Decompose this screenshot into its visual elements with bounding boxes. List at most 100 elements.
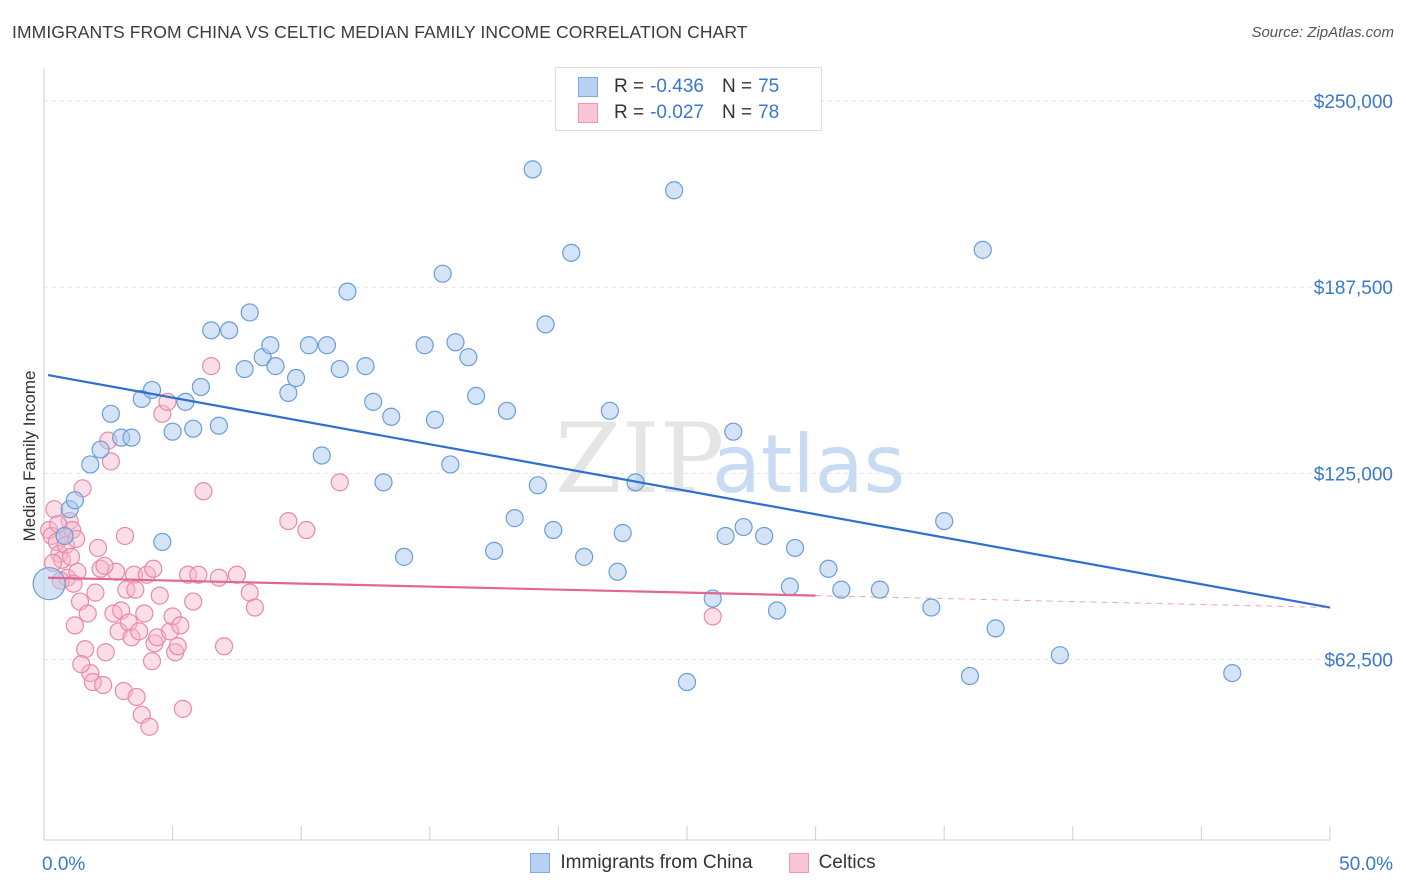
china-point — [266, 357, 285, 376]
china-point — [425, 410, 445, 429]
celtics-point — [144, 559, 163, 578]
china-point — [832, 580, 851, 599]
celtics-point — [115, 526, 135, 546]
watermark-atlas: atlas — [712, 418, 905, 511]
chart-title: IMMIGRANTS FROM CHINA VS CELTIC MEDIAN F… — [12, 22, 748, 42]
celtics-point — [245, 598, 265, 617]
china-point — [724, 422, 743, 441]
correlation-legend: R = -0.436 N = 75 R = -0.027 N = 78 — [555, 67, 822, 131]
china-point — [163, 422, 182, 441]
celtics-point — [184, 592, 203, 611]
celtics-point — [86, 583, 105, 602]
china-point — [780, 577, 799, 596]
china-trend-line — [47, 373, 1331, 609]
china-point — [608, 562, 627, 581]
legend-n-label: N = — [721, 102, 753, 123]
celtics-trend-line — [47, 576, 816, 597]
watermark: ZIP atlas — [555, 403, 905, 515]
china-point — [716, 526, 735, 546]
series-legend-celtics[interactable]: Celtics — [788, 852, 876, 874]
china-point — [91, 440, 110, 459]
celtics-point — [88, 538, 108, 558]
series-legend-china[interactable]: Immigrants from China — [530, 852, 753, 874]
china-point — [209, 416, 228, 435]
china-point — [202, 321, 221, 340]
china-point — [922, 598, 941, 617]
china-point — [317, 336, 337, 355]
series-legend-label: Immigrants from China — [560, 852, 753, 873]
celtics-point — [119, 613, 138, 632]
china-point — [1223, 663, 1242, 683]
celtics-point — [94, 675, 113, 695]
china-point — [415, 336, 434, 355]
china-point — [497, 401, 517, 420]
china-point — [261, 336, 280, 355]
china-point — [466, 386, 486, 406]
china-point — [65, 491, 84, 510]
china-point — [299, 336, 319, 355]
celtics-point — [127, 687, 146, 707]
china-point — [870, 580, 890, 599]
legend-r-value: -0.436 — [650, 76, 704, 97]
china-point — [485, 541, 504, 560]
celtics-point — [209, 568, 228, 587]
y-tick-label: $250,000 — [1314, 92, 1393, 113]
celtics-point — [297, 520, 316, 540]
celtics-trend-extension — [815, 595, 1331, 609]
china-point — [240, 303, 259, 322]
axes — [43, 68, 1331, 841]
celtics-point — [130, 622, 149, 641]
china-point — [505, 509, 524, 528]
china-point — [1050, 646, 1070, 665]
legend-n-label: N = — [721, 76, 753, 97]
china-point — [562, 243, 581, 262]
celtics-point — [168, 637, 187, 656]
china-point — [122, 428, 141, 447]
china-point — [446, 333, 465, 352]
china-point — [220, 321, 239, 340]
celtics-point — [227, 565, 246, 584]
celtics-point — [330, 473, 349, 492]
celtics-point — [173, 699, 192, 718]
gridlines — [44, 100, 1396, 661]
china-point — [785, 538, 805, 558]
china-point — [81, 455, 100, 474]
legend-swatch-pink — [578, 103, 598, 123]
celtics-point — [142, 652, 162, 671]
china-point — [755, 526, 774, 546]
celtics-point — [96, 643, 115, 662]
china-point — [330, 359, 349, 379]
celtics-point — [194, 482, 213, 501]
celtics-point — [703, 607, 722, 626]
celtics-point — [76, 640, 95, 659]
y-tick-labels: $62,500 $125,000 $187,500 $250,000 — [1314, 92, 1393, 672]
celtics-point — [171, 616, 190, 635]
china-point — [575, 547, 594, 566]
china-points — [32, 160, 1242, 692]
china-point — [382, 407, 401, 426]
china-point — [312, 446, 331, 465]
china-point — [544, 520, 563, 540]
celtics-point — [126, 580, 145, 599]
y-tick-label: $125,000 — [1314, 464, 1393, 485]
china-point — [819, 559, 838, 578]
series-legend-label: Celtics — [818, 852, 876, 873]
legend-r-value: -0.027 — [650, 102, 704, 123]
china-point — [523, 160, 542, 179]
celtics-point — [61, 547, 81, 566]
china-point — [286, 368, 306, 388]
celtics-point — [153, 404, 172, 423]
china-point — [364, 392, 383, 411]
legend-swatch-pink — [788, 853, 809, 873]
celtics-point — [95, 556, 114, 575]
x-tick-label: 50.0% — [1339, 854, 1393, 875]
legend-n-value: 78 — [758, 102, 780, 123]
china-point — [767, 601, 787, 620]
legend-n-value: 75 — [758, 76, 780, 97]
china-point — [374, 473, 393, 492]
celtics-point — [45, 500, 64, 519]
celtics-point — [101, 452, 120, 471]
celtics-point — [202, 357, 221, 376]
celtics-point — [279, 511, 298, 531]
